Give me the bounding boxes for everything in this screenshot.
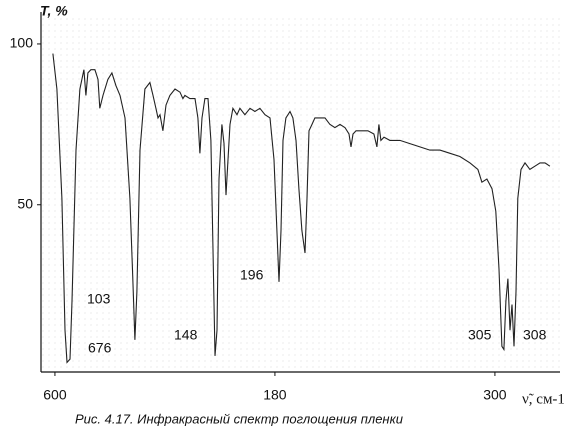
peak-annotation: 308 xyxy=(523,327,547,343)
x-tick-label: 600 xyxy=(43,387,67,403)
x-tick-label: 300 xyxy=(483,387,507,403)
peak-annotation: 676 xyxy=(88,340,112,356)
peak-annotation: 103 xyxy=(87,291,111,307)
caption: Рис. 4.17. Инфракрасный спектр поглощени… xyxy=(75,411,403,426)
y-tick-label: 50 xyxy=(17,195,33,211)
x-axis-label: ν̃, см-1 xyxy=(522,391,565,407)
peak-annotation: 196 xyxy=(240,267,264,283)
plot-background xyxy=(42,15,560,372)
peak-annotation: 305 xyxy=(468,327,492,343)
x-tick-label: 180 xyxy=(263,387,287,403)
y-tick-label: 100 xyxy=(10,35,34,51)
spectrum-line xyxy=(52,53,551,364)
y-axis-label: T, % xyxy=(40,3,68,19)
peak-annotation: 148 xyxy=(174,327,198,343)
